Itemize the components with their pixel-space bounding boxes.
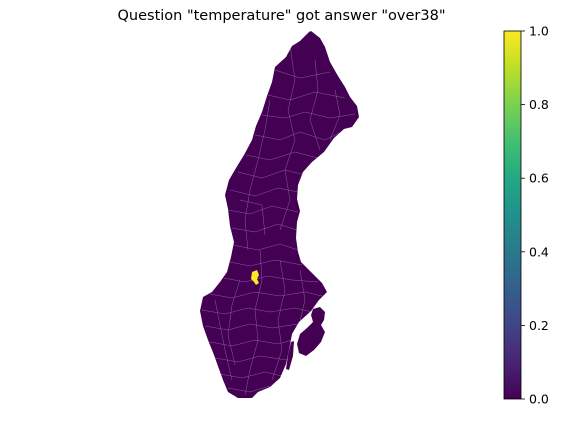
oland-island [286, 341, 294, 370]
colorbar: 0.0 0.2 0.4 0.6 0.8 1.0 [503, 24, 549, 407]
sweden-mainland [200, 31, 359, 398]
colorbar-tick-label: 0.0 [529, 392, 549, 407]
colorbar-tick-label: 1.0 [529, 24, 549, 39]
municipality-borders [201, 44, 356, 396]
colorbar-ticks: 0.0 0.2 0.4 0.6 0.8 1.0 [521, 24, 549, 407]
colorbar-tick-label: 0.6 [529, 171, 549, 186]
gotland-island [297, 307, 325, 356]
colorbar-tick-label: 0.8 [529, 97, 549, 112]
colorbar-gradient [503, 30, 522, 400]
highlighted-municipality [251, 270, 259, 285]
colorbar-tick-label: 0.2 [529, 318, 549, 333]
colorbar-tick-label: 0.4 [529, 244, 549, 259]
mainland-shape [200, 31, 359, 398]
chart-title: Question "temperature" got answer "over3… [117, 8, 446, 24]
